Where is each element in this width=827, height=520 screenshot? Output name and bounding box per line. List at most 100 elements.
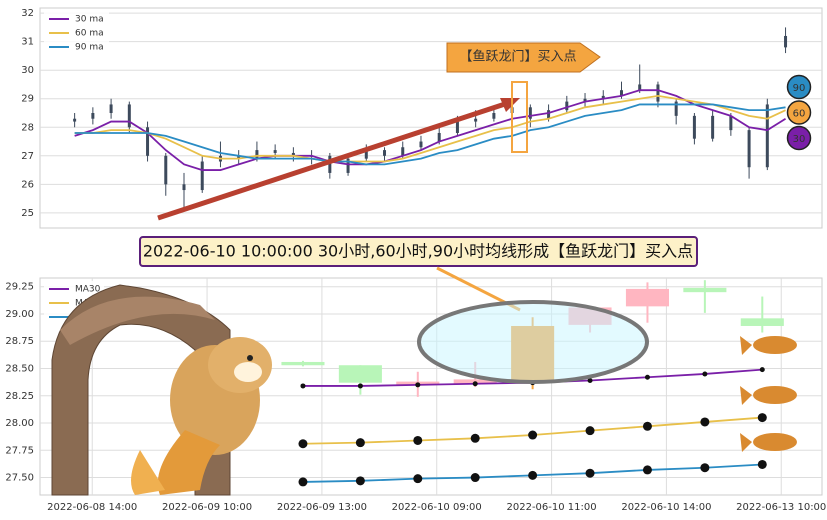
badge-label: 60 xyxy=(793,109,806,120)
ma-line xyxy=(74,94,786,163)
ma-marker xyxy=(355,476,365,486)
y-tick-label: 26 xyxy=(21,179,34,190)
candle-body xyxy=(765,104,769,168)
y-tick-label: 27.50 xyxy=(5,473,34,484)
candle-body xyxy=(237,155,241,159)
buy-highlight xyxy=(511,81,528,153)
candle-body xyxy=(565,101,569,111)
y-tick-label: 28.25 xyxy=(5,391,34,402)
candle-body xyxy=(692,115,696,139)
ma-marker xyxy=(700,417,710,427)
candle-body xyxy=(583,98,587,102)
banner-text: 2022-06-10 10:00:00 30小时,60小时,90小时均线形成【鱼… xyxy=(143,242,693,261)
ma-marker xyxy=(642,421,652,431)
x-tick-label: 2022-06-13 10:00 xyxy=(736,502,826,513)
y-tick-label: 25 xyxy=(21,208,34,219)
fish-decoration xyxy=(740,336,797,452)
candle-body xyxy=(683,287,727,293)
ma-marker xyxy=(357,383,363,389)
y-tick-label: 29.25 xyxy=(5,282,34,293)
y-tick-label: 28 xyxy=(21,122,34,133)
legend-label: 30 ma xyxy=(75,15,104,25)
candle-body xyxy=(338,365,382,383)
candle-body xyxy=(182,184,186,191)
ma-line xyxy=(74,89,787,171)
candle-body xyxy=(638,84,642,91)
candle-body xyxy=(601,95,605,99)
candle-body xyxy=(346,158,350,173)
candle-body xyxy=(281,361,325,366)
candle-body xyxy=(164,155,168,185)
ma-marker xyxy=(585,426,595,436)
x-tick-label: 2022-06-10 14:00 xyxy=(621,502,711,513)
y-tick-label: 29 xyxy=(21,94,34,105)
candle-body xyxy=(784,35,788,48)
y-tick-label: 30 xyxy=(21,65,34,76)
candle-body xyxy=(492,113,496,119)
candle-body xyxy=(255,150,259,159)
dog-decoration xyxy=(131,337,272,495)
ma-marker xyxy=(528,430,538,440)
y-tick-label: 31 xyxy=(21,37,34,48)
candle-body xyxy=(383,150,387,156)
trend-arrow xyxy=(157,101,506,221)
banner-box xyxy=(139,236,698,267)
badge xyxy=(786,100,812,125)
ma-marker xyxy=(587,378,593,384)
arch-decoration xyxy=(51,284,231,496)
x-tick-label: 2022-06-10 11:00 xyxy=(507,502,597,513)
top-plot xyxy=(39,7,823,229)
candle-body xyxy=(200,161,204,191)
candle-body xyxy=(547,110,551,119)
ma-marker xyxy=(757,413,767,423)
candle-body xyxy=(474,118,478,122)
candle-body xyxy=(109,104,113,114)
candle-body xyxy=(146,127,150,156)
candle-body xyxy=(437,132,441,142)
candle-body xyxy=(401,147,405,156)
y-tick-label: 28.75 xyxy=(5,336,34,347)
candle-body xyxy=(625,288,669,307)
ma-marker xyxy=(470,433,480,443)
candle-body xyxy=(711,115,715,139)
ma-marker xyxy=(415,382,421,388)
y-tick-label: 27 xyxy=(21,151,34,162)
candle-body xyxy=(455,121,459,133)
candle-body xyxy=(73,118,77,122)
ma-marker xyxy=(585,468,595,478)
candle-body xyxy=(91,113,95,119)
ma-marker xyxy=(300,383,306,389)
y-tick-label: 29.00 xyxy=(5,309,34,320)
candle-body xyxy=(619,90,623,96)
ma-marker xyxy=(700,463,710,473)
ma-marker xyxy=(413,474,423,484)
candle-body xyxy=(747,130,751,168)
ma-marker xyxy=(644,374,650,380)
candle-body xyxy=(364,150,368,159)
badge-label: 90 xyxy=(793,83,806,94)
candle-body xyxy=(528,107,532,119)
candle-body xyxy=(740,318,784,326)
legend-label: MA30 xyxy=(75,285,101,295)
ma-marker xyxy=(298,477,308,487)
ma-marker xyxy=(355,438,365,448)
candle-body xyxy=(291,152,295,156)
ma-marker xyxy=(757,459,767,469)
candle-body xyxy=(729,115,733,131)
ma-marker xyxy=(413,435,423,445)
candle-body xyxy=(127,104,131,128)
ma-marker xyxy=(298,439,308,449)
x-tick-label: 2022-06-09 10:00 xyxy=(162,502,252,513)
x-tick-label: 2022-06-08 14:00 xyxy=(47,502,137,513)
y-tick-label: 27.75 xyxy=(5,445,34,456)
ma-line xyxy=(74,103,786,166)
legend-label: 60 ma xyxy=(75,29,104,39)
ma-marker xyxy=(702,371,708,377)
x-tick-label: 2022-06-10 09:00 xyxy=(392,502,482,513)
ma-marker xyxy=(528,470,538,480)
badge xyxy=(786,74,812,100)
y-tick-label: 32 xyxy=(21,8,34,19)
candle-body xyxy=(273,150,277,153)
buy-label: 【鱼跃龙门】买入点 xyxy=(459,49,576,65)
